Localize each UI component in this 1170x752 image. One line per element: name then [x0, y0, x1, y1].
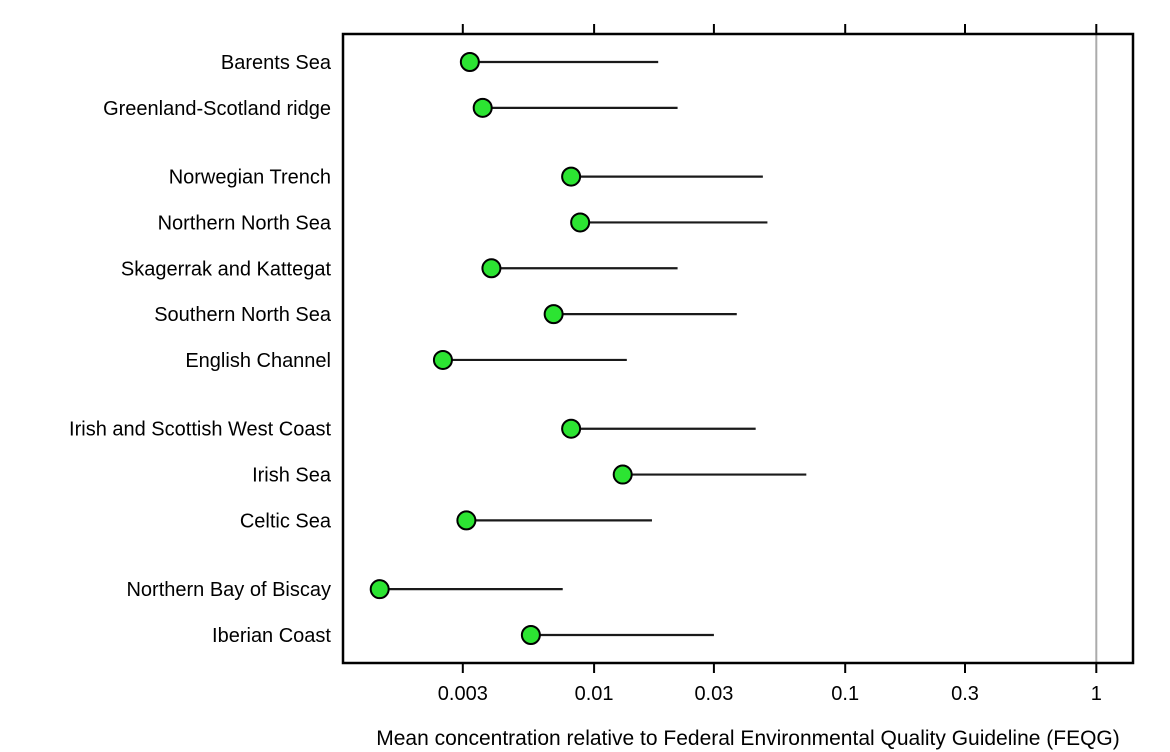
x-tick-label: 0.1: [831, 683, 859, 705]
dot-range-row: [369, 579, 563, 600]
mean-dot: [612, 464, 633, 485]
category-label: Southern North Sea: [154, 304, 332, 326]
plot-border: [341, 32, 1135, 665]
mean-dot: [561, 166, 582, 187]
x-axis-title: Mean concentration relative to Federal E…: [376, 727, 1120, 750]
mean-dot: [459, 52, 480, 72]
dot-range-row: [570, 212, 768, 233]
dot-range-row: [561, 166, 763, 187]
dot-range-row: [472, 97, 678, 118]
category-label: Northern Bay of Biscay: [126, 579, 331, 601]
label-layer: 0.003 0.01 0.03 0.1 0.3 1 Barents Sea Greenland…: [69, 52, 1102, 705]
mean-dot: [481, 258, 502, 279]
mean-dot: [472, 97, 493, 118]
dot-range-row: [543, 304, 737, 325]
category-label: Greenland-Scotland ridge: [103, 98, 331, 120]
category-label: Celtic Sea: [240, 510, 332, 532]
dot-range-row: [612, 464, 807, 485]
dot-range-row: [459, 52, 659, 72]
mean-dot: [456, 510, 477, 531]
category-label: Barents Sea: [221, 52, 332, 74]
dot-range-row: [481, 258, 678, 279]
category-label: Iberian Coast: [212, 625, 331, 647]
x-tick-label: 0.01: [575, 683, 614, 705]
category-label: Irish Sea: [252, 465, 332, 487]
x-tick-label: 0.03: [694, 683, 733, 705]
dot-range-row: [432, 349, 627, 370]
mean-dot: [432, 349, 453, 370]
dot-range-row: [561, 418, 756, 439]
category-label: English Channel: [185, 350, 331, 372]
mean-dot: [520, 625, 541, 645]
dot-range-row: [456, 510, 652, 531]
mean-dot: [570, 212, 591, 233]
category-label: Norwegian Trench: [169, 167, 331, 189]
axis-layer: [341, 24, 1135, 673]
category-label: Skagerrak and Kattegat: [121, 258, 332, 280]
mean-dot: [561, 418, 582, 439]
x-tick-label: 0.3: [951, 683, 979, 705]
category-label: Irish and Scottish West Coast: [69, 419, 331, 441]
mean-dot: [543, 304, 564, 325]
dot-range-row: [520, 625, 714, 645]
x-tick-label: 1: [1091, 683, 1102, 705]
x-tick-label: 0.003: [438, 683, 488, 705]
mean-dot: [369, 579, 390, 600]
category-label: Northern North Sea: [158, 212, 332, 234]
data-layer: [369, 52, 807, 645]
